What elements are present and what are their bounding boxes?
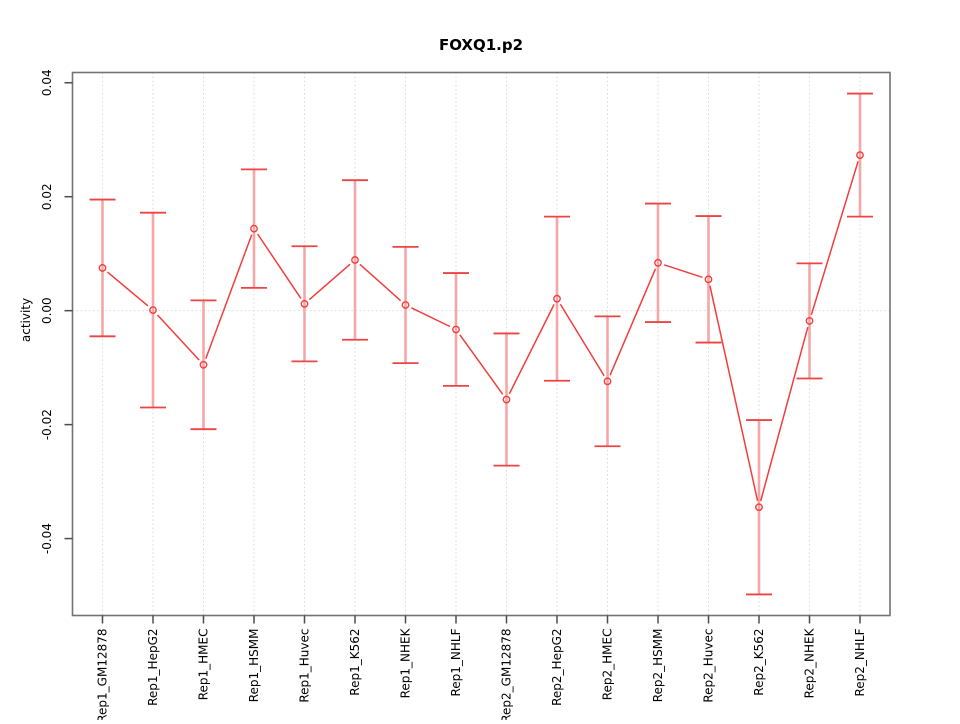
x-tick-label: Rep1_HMEC xyxy=(197,629,211,701)
y-tick-label: 0.00 xyxy=(40,297,54,324)
y-tick-label: 0.02 xyxy=(40,183,54,210)
line-segment xyxy=(759,327,809,502)
data-point xyxy=(654,258,662,267)
x-axis: Rep1_GM12878 Rep1_HepG2 Rep1_HMEC Rep1_HSMM… xyxy=(96,615,867,723)
line-segment xyxy=(308,263,351,301)
data-point xyxy=(856,151,864,160)
x-tick-label: Rep1_HSMM xyxy=(247,629,261,703)
x-tick-label: Rep1_K562 xyxy=(348,629,362,696)
line-segment xyxy=(609,268,657,376)
data-point xyxy=(452,325,460,334)
gridlines xyxy=(72,72,890,616)
x-tick-label: Rep2_HSMM xyxy=(651,629,665,703)
y-tick-label: 0.04 xyxy=(40,69,54,96)
x-tick-label: Rep1_GM12878 xyxy=(96,629,110,721)
line-segment xyxy=(559,303,605,377)
x-tick-label: Rep1_NHEK xyxy=(399,627,413,698)
data-point xyxy=(401,301,410,309)
data-point xyxy=(553,294,561,303)
line-segment xyxy=(359,263,402,302)
data-point xyxy=(704,275,713,284)
x-tick-label: Rep1_Huvec xyxy=(298,629,312,703)
line-segment xyxy=(663,264,703,279)
y-axis-label: activity xyxy=(19,297,33,343)
data-point xyxy=(805,317,814,325)
line-segment xyxy=(810,161,859,315)
x-tick-label: Rep2_NHLF xyxy=(853,628,867,696)
x-tick-label: Rep2_HMEC xyxy=(601,629,615,701)
x-tick-label: Rep2_HepG2 xyxy=(550,629,564,706)
data-point xyxy=(300,299,309,308)
data-point xyxy=(603,377,612,386)
y-tick-label: -0.02 xyxy=(40,409,54,440)
data-point xyxy=(149,306,157,314)
series-line xyxy=(107,161,859,502)
x-tick-label: Rep2_NHEK xyxy=(803,627,817,698)
data-point xyxy=(502,395,511,404)
line-segment xyxy=(205,234,253,359)
error-bars xyxy=(89,92,873,596)
chart-title: FOXQ1.p2 xyxy=(438,36,524,54)
y-axis: 0.04 0.02 0.00 -0.02 -0.04 xyxy=(40,69,73,554)
line-segment xyxy=(257,233,302,299)
line-segment xyxy=(508,304,555,395)
plot-box xyxy=(71,71,891,617)
data-points xyxy=(98,151,864,512)
data-point xyxy=(250,224,258,233)
data-point xyxy=(755,503,763,512)
x-tick-label: Rep1_NHLF xyxy=(449,628,463,696)
x-tick-label: Rep2_Huvec xyxy=(702,629,716,703)
x-tick-label: Rep2_GM12878 xyxy=(500,629,514,721)
line-segment xyxy=(411,307,451,328)
x-tick-label: Rep2_K562 xyxy=(752,629,766,696)
line-segment xyxy=(459,334,504,395)
line-segment xyxy=(709,285,759,502)
line-segment xyxy=(156,314,200,361)
line-segment xyxy=(107,271,149,307)
data-point xyxy=(98,264,107,272)
data-point xyxy=(199,360,208,369)
y-tick-label: -0.04 xyxy=(40,523,54,554)
x-tick-label: Rep1_HepG2 xyxy=(146,629,160,706)
data-point xyxy=(351,256,359,264)
